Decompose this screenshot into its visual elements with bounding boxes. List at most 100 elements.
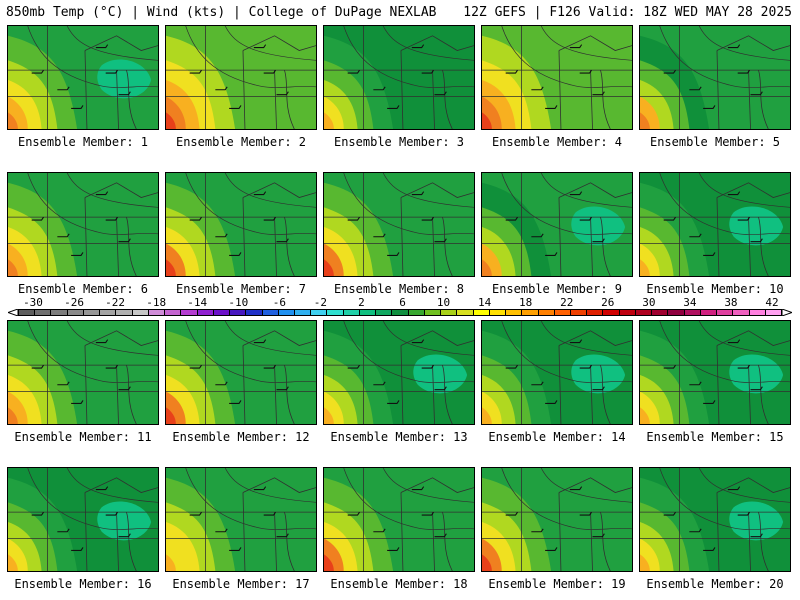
boundary-line xyxy=(600,512,611,571)
colorbar-swatch xyxy=(359,310,377,315)
colorbar-swatch xyxy=(489,310,507,315)
cool-core-region xyxy=(729,354,784,394)
colorbar-swatch xyxy=(278,310,295,315)
boundary-line xyxy=(432,365,435,424)
boundary-line xyxy=(84,35,158,51)
ensemble-member-label: Ensemble Member: 9 xyxy=(491,282,623,296)
isotherm-contour xyxy=(224,321,316,356)
boundary-line xyxy=(716,492,720,571)
colorbar-tick-label: 38 xyxy=(724,296,738,309)
wind-barb xyxy=(31,69,44,74)
colorbar-swatch xyxy=(700,310,718,315)
wind-barb xyxy=(263,216,276,221)
cool-core-region xyxy=(571,206,626,246)
ensemble-member-label: Ensemble Member: 20 xyxy=(646,577,784,591)
wind-barb xyxy=(95,486,109,491)
colorbar-swatch xyxy=(717,310,734,315)
ensemble-member-label: Ensemble Member: 15 xyxy=(646,430,784,444)
wind-barb xyxy=(689,233,702,238)
wind-barb xyxy=(276,386,289,391)
wind-barb xyxy=(579,216,592,221)
temperature-field xyxy=(324,468,474,571)
temperature-band xyxy=(324,554,334,571)
colorbar-tick-label: -30 xyxy=(23,296,43,309)
cool-core-region xyxy=(97,59,152,99)
temperature-field xyxy=(8,173,158,276)
temperature-field xyxy=(166,173,316,276)
wind-barb xyxy=(421,511,434,516)
wind-barb xyxy=(95,339,109,344)
temperature-band xyxy=(166,259,176,276)
isotherm-contour xyxy=(343,321,474,383)
wind-barb xyxy=(592,533,605,538)
wind-barb xyxy=(750,386,763,391)
isotherm-contour xyxy=(66,173,158,208)
colorbar-tick-label: -14 xyxy=(187,296,208,309)
wind-barb xyxy=(592,238,605,243)
boundary-line xyxy=(758,217,769,276)
boundary-line xyxy=(400,477,474,493)
colorbar-tick-label: 42 xyxy=(765,296,779,309)
ensemble-member-map xyxy=(7,467,159,572)
boundary-line xyxy=(84,492,88,571)
wind-barb xyxy=(57,528,70,533)
boundary-line xyxy=(84,50,88,129)
colorbar-swatch xyxy=(619,310,636,315)
wind-barb xyxy=(434,91,447,96)
ensemble-member-map xyxy=(165,25,317,130)
temperature-band xyxy=(640,554,650,571)
colorbar-swatch xyxy=(67,310,84,315)
colorbar-tick-label: -2 xyxy=(313,296,327,309)
wind-barb xyxy=(373,381,386,386)
boundary-line xyxy=(558,477,632,493)
temperature-band xyxy=(482,112,492,129)
colorbar-swatch xyxy=(603,310,620,315)
wind-barb xyxy=(434,533,447,538)
isotherm-contour xyxy=(501,468,632,530)
isotherm-contour xyxy=(66,26,158,61)
boundary-line xyxy=(284,70,295,129)
wind-barb xyxy=(263,69,276,74)
colorbar-swatch xyxy=(522,310,539,315)
temperature-field xyxy=(8,321,158,424)
wind-barb xyxy=(253,486,267,491)
temperature-colorbar: -30 -26 -22 -18 -14 -10 -6 -2 2 6 10 14 18 22 26 30 34 38… xyxy=(8,297,792,319)
temperature-field xyxy=(482,26,632,129)
wind-barb xyxy=(569,339,583,344)
colorbar-swatch xyxy=(408,310,425,315)
temperature-band xyxy=(324,407,334,424)
boundary-line xyxy=(242,477,316,493)
colorbar-tick-label: 6 xyxy=(399,296,406,309)
boundary-line xyxy=(432,70,435,129)
colorbar-swatches xyxy=(18,309,782,316)
wind-barb xyxy=(118,91,131,96)
boundary-line xyxy=(400,197,404,276)
colorbar-swatch xyxy=(311,310,328,315)
temperature-band xyxy=(324,259,334,276)
ensemble-member-map xyxy=(639,25,791,130)
wind-barb xyxy=(373,233,386,238)
wind-barb xyxy=(663,69,676,74)
boundary-line xyxy=(400,330,474,346)
isotherm-contour xyxy=(659,321,790,383)
boundary-line xyxy=(242,35,316,51)
wind-barb xyxy=(276,238,289,243)
boundary-line xyxy=(116,70,119,129)
temperature-field xyxy=(324,321,474,424)
wind-barb xyxy=(118,533,131,538)
boundary-line xyxy=(432,512,435,571)
temperature-band xyxy=(8,407,18,424)
isotherm-contour xyxy=(540,321,632,356)
boundary-line xyxy=(84,345,88,424)
colorbar-tick-label: 30 xyxy=(642,296,656,309)
wind-barb xyxy=(95,44,109,49)
ensemble-member-label: Ensemble Member: 8 xyxy=(333,282,465,296)
boundary-line xyxy=(242,492,246,571)
boundary-line xyxy=(116,365,119,424)
wind-barb xyxy=(411,191,425,196)
wind-barb xyxy=(347,364,360,369)
wind-barb xyxy=(189,364,202,369)
cool-core-region xyxy=(729,501,784,541)
colorbar-swatch xyxy=(51,310,68,315)
colorbar-tick-label: 10 xyxy=(436,296,451,309)
